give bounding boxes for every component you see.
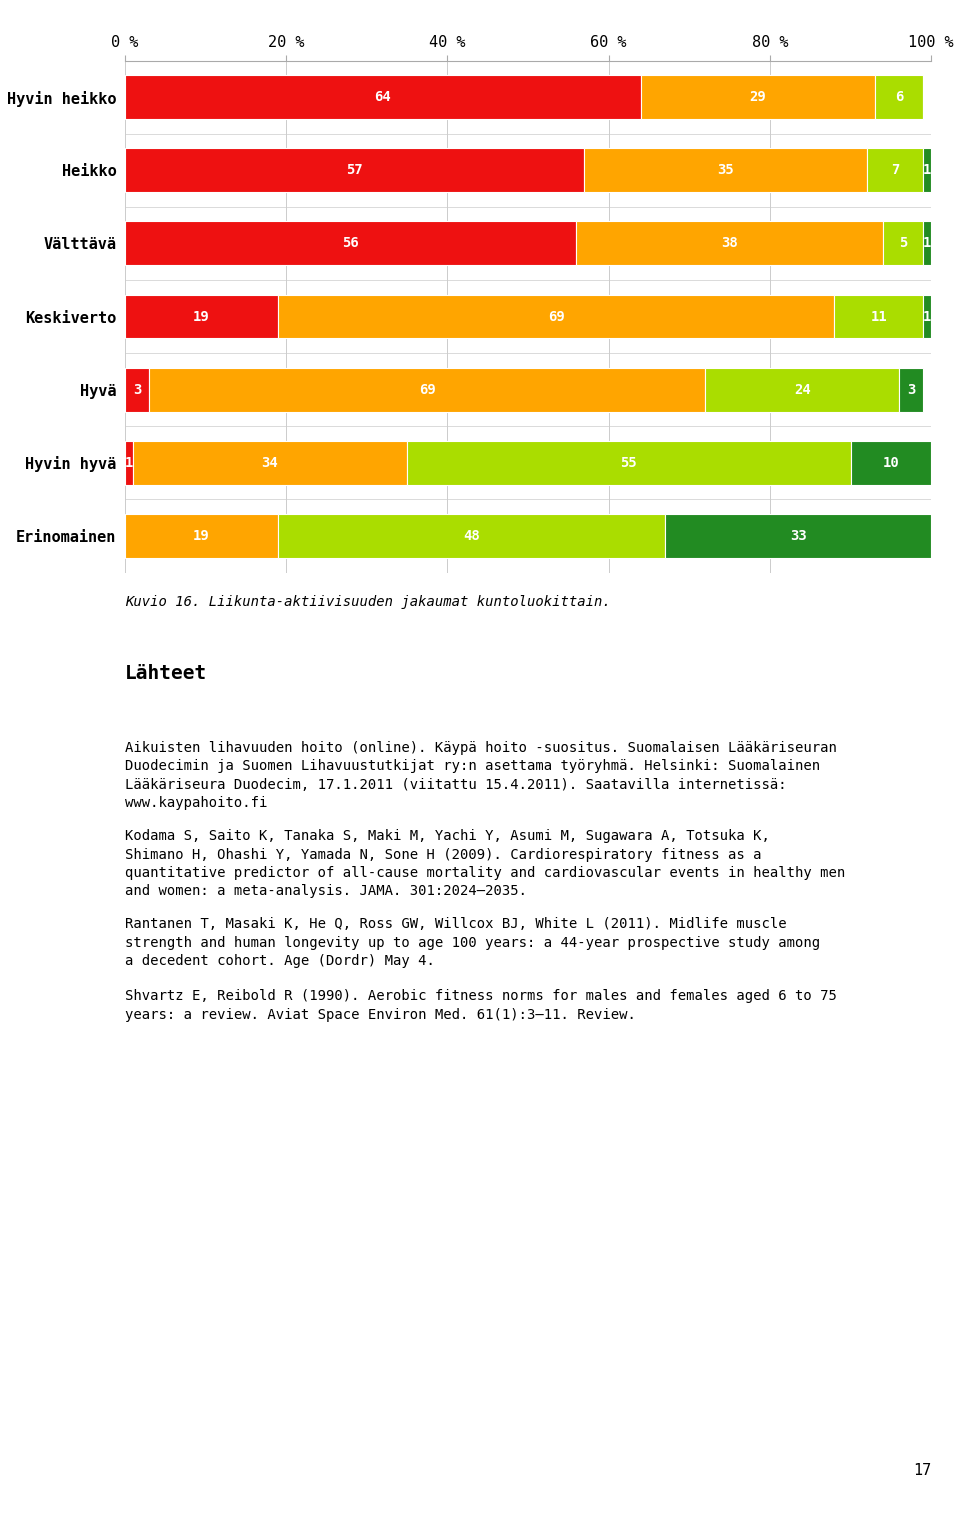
Bar: [867, 148, 924, 192]
Text: 56: 56: [342, 236, 359, 250]
Text: 10: 10: [882, 455, 900, 471]
Bar: [834, 295, 924, 339]
Bar: [125, 76, 641, 120]
Bar: [278, 514, 665, 558]
Bar: [924, 221, 931, 265]
Bar: [125, 221, 576, 265]
Bar: [641, 76, 875, 120]
Text: Rantanen T, Masaki K, He Q, Ross GW, Willcox BJ, White L (2011). Midlife muscle
: Rantanen T, Masaki K, He Q, Ross GW, Wil…: [125, 917, 820, 968]
Bar: [125, 440, 132, 484]
Text: 11: 11: [871, 310, 887, 324]
Bar: [851, 440, 931, 484]
Text: Aikuisten lihavuuden hoito (online). Käypä hoito -suositus. Suomalaisen Lääkäris: Aikuisten lihavuuden hoito (online). Käy…: [125, 741, 837, 809]
Text: 7: 7: [891, 163, 900, 177]
Text: 29: 29: [750, 91, 766, 104]
Bar: [706, 368, 899, 412]
Text: 48: 48: [463, 530, 480, 543]
Text: 69: 69: [548, 310, 564, 324]
Bar: [125, 368, 149, 412]
Bar: [125, 148, 585, 192]
Text: 24: 24: [794, 383, 810, 396]
Text: 57: 57: [347, 163, 363, 177]
Text: Shvartz E, Reibold R (1990). Aerobic fitness norms for males and females aged 6 : Shvartz E, Reibold R (1990). Aerobic fit…: [125, 990, 837, 1021]
Text: 19: 19: [193, 530, 210, 543]
Text: 1: 1: [923, 310, 931, 324]
Bar: [576, 221, 883, 265]
Text: 3: 3: [132, 383, 141, 396]
Bar: [899, 368, 924, 412]
Bar: [149, 368, 706, 412]
Text: 3: 3: [907, 383, 915, 396]
Text: 35: 35: [717, 163, 734, 177]
Text: 38: 38: [721, 236, 738, 250]
Text: 19: 19: [193, 310, 210, 324]
Bar: [125, 295, 278, 339]
Bar: [875, 76, 924, 120]
Bar: [132, 440, 407, 484]
Text: 6: 6: [895, 91, 903, 104]
Text: 34: 34: [261, 455, 278, 471]
Text: Kodama S, Saito K, Tanaka S, Maki M, Yachi Y, Asumi M, Sugawara A, Totsuka K,
Sh: Kodama S, Saito K, Tanaka S, Maki M, Yac…: [125, 829, 845, 899]
Text: 5: 5: [899, 236, 907, 250]
Bar: [924, 148, 931, 192]
Text: Lähteet: Lähteet: [125, 664, 207, 682]
Text: Kuvio 16. Liikunta-aktiivisuuden jakaumat kuntoluokittain.: Kuvio 16. Liikunta-aktiivisuuden jakauma…: [125, 595, 611, 610]
Text: 69: 69: [419, 383, 436, 396]
Text: 17: 17: [913, 1463, 931, 1478]
Text: 64: 64: [374, 91, 392, 104]
Text: 1: 1: [923, 163, 931, 177]
Bar: [125, 514, 278, 558]
Bar: [924, 295, 931, 339]
Text: 1: 1: [125, 455, 133, 471]
Text: 33: 33: [790, 530, 806, 543]
Text: 55: 55: [620, 455, 637, 471]
Bar: [278, 295, 834, 339]
Bar: [665, 514, 931, 558]
Text: 1: 1: [923, 236, 931, 250]
Bar: [883, 221, 924, 265]
Bar: [407, 440, 851, 484]
Bar: [585, 148, 867, 192]
